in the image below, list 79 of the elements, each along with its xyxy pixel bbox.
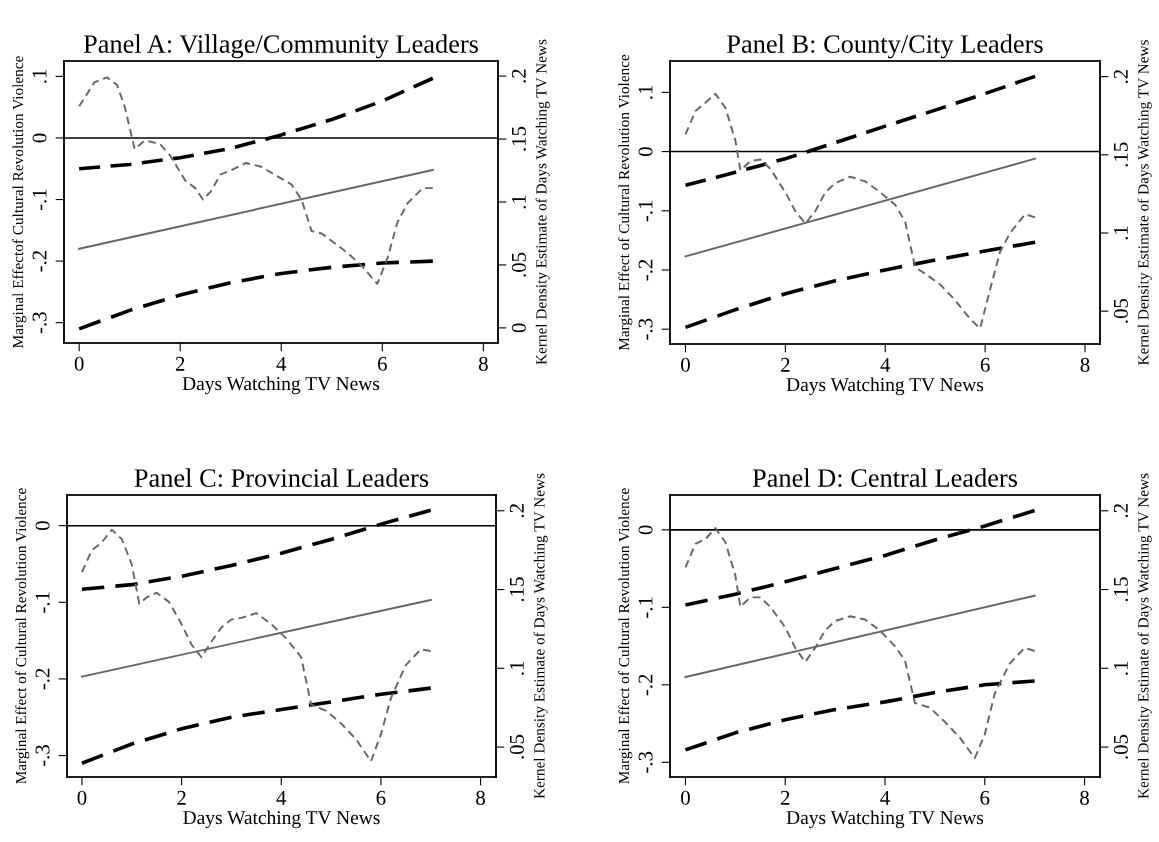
chart-title: Panel A: Village/Community Leaders (83, 34, 478, 59)
y2-tick-label: .2 (1113, 504, 1128, 518)
y-axis-title: Marginal Effect of Cultural Revolution Violence (618, 54, 633, 351)
x-tick-label: 8 (478, 356, 488, 371)
y2-tick-label: .15 (1113, 577, 1128, 602)
y-tick-label: -.3 (638, 751, 653, 773)
y2-axis-title: Kernel Density Estimate of Days Watching TV News (533, 473, 548, 799)
line-series (684, 527, 1036, 760)
y2-tick-label: .15 (511, 126, 526, 151)
y2-tick-label: .1 (509, 661, 524, 675)
x-tick-label: 4 (880, 357, 891, 372)
x-tick-label: 6 (377, 356, 387, 371)
y-tick-label: -.2 (638, 674, 653, 696)
x-tick-label: 4 (276, 790, 287, 805)
y2-tick-label: .05 (1113, 298, 1128, 323)
y-tick-label: -.1 (32, 189, 47, 211)
chart-title: Panel C: Provincial Leaders (134, 468, 429, 488)
x-tick-label: 2 (780, 790, 790, 805)
x-tick-label: 6 (980, 790, 990, 805)
y-axis-title: Marginal Effectof Cultural Revolution Violence (12, 56, 27, 348)
x-tick-label: 2 (781, 357, 790, 372)
x-axis-title: Days Watching TV News (786, 377, 984, 396)
x-tick-label: 2 (175, 356, 185, 371)
y-tick-label: -.1 (638, 200, 653, 222)
line-series (683, 679, 1037, 752)
y-tick-label: -.2 (35, 668, 50, 690)
x-tick-label: 4 (880, 790, 890, 805)
x-tick-label: 6 (980, 357, 990, 372)
x-tick-label: 0 (77, 790, 87, 805)
y2-axis-title: Kernel Density Estimate of Days Watching TV News (1137, 40, 1152, 366)
y-tick-label: -.3 (638, 318, 653, 340)
y-tick-label: 0 (638, 147, 653, 156)
x-axis-title: Days Watching TV News (182, 376, 380, 395)
y-tick-label: -.3 (35, 745, 50, 767)
y2-tick-label: .1 (511, 195, 526, 209)
line-series (80, 686, 433, 766)
x-tick-label: 8 (476, 790, 485, 805)
x-tick-label: 8 (1080, 790, 1089, 805)
x-tick-label: 4 (276, 356, 287, 371)
x-tick-label: 8 (1080, 357, 1090, 372)
y-tick-label: -.3 (32, 312, 47, 334)
line-series (78, 76, 434, 285)
y-axis-title: Marginal Effect of Cultural Revolution Violence (15, 488, 30, 784)
y-tick-label: 0 (35, 521, 50, 531)
line-series (683, 240, 1037, 330)
chart-title: Panel D: Central Leaders (752, 468, 1018, 488)
y2-tick-label: .1 (1113, 226, 1128, 240)
line-series (80, 528, 432, 763)
x-tick-label: 0 (681, 790, 690, 805)
y-tick-label: -.2 (32, 250, 47, 272)
x-axis-title: Days Watching TV News (183, 810, 380, 829)
y2-axis-title: Kernel Density Estimate of Days Watching TV News (1137, 473, 1152, 799)
x-axis-title: Days Watching TV News (786, 810, 984, 829)
line-series (684, 92, 1037, 330)
x-tick-label: 6 (376, 790, 386, 805)
y2-tick-label: .15 (1113, 142, 1128, 167)
y2-tick-label: .05 (1113, 734, 1128, 759)
y-tick-label: -.2 (638, 259, 653, 281)
y-tick-label: .1 (32, 69, 47, 83)
x-tick-label: 0 (74, 356, 84, 371)
y2-tick-label: .05 (509, 734, 524, 759)
y2-tick-label: .2 (1113, 69, 1128, 84)
y2-tick-label: .1 (1113, 661, 1128, 675)
line-series (77, 259, 435, 331)
x-tick-label: 2 (177, 790, 186, 805)
y2-tick-label: 0 (511, 323, 526, 333)
chart-title: Panel B: County/City Leaders (727, 34, 1043, 59)
y-tick-label: -.1 (35, 592, 50, 613)
x-tick-label: 0 (681, 357, 690, 372)
y-tick-label: .1 (638, 85, 653, 99)
y-tick-label: 0 (32, 133, 47, 143)
y-axis-title: Marginal Effect of Cultural Revolution Violence (618, 488, 633, 784)
y2-tick-label: .2 (509, 504, 524, 518)
y2-tick-label: .05 (511, 252, 526, 277)
y2-tick-label: .15 (509, 577, 524, 602)
y-tick-label: 0 (638, 525, 653, 535)
y2-tick-label: .2 (511, 69, 526, 83)
y-tick-label: -.1 (638, 597, 653, 618)
y2-axis-title: Kernel Density Estimate of Days Watching TV News (535, 39, 550, 365)
